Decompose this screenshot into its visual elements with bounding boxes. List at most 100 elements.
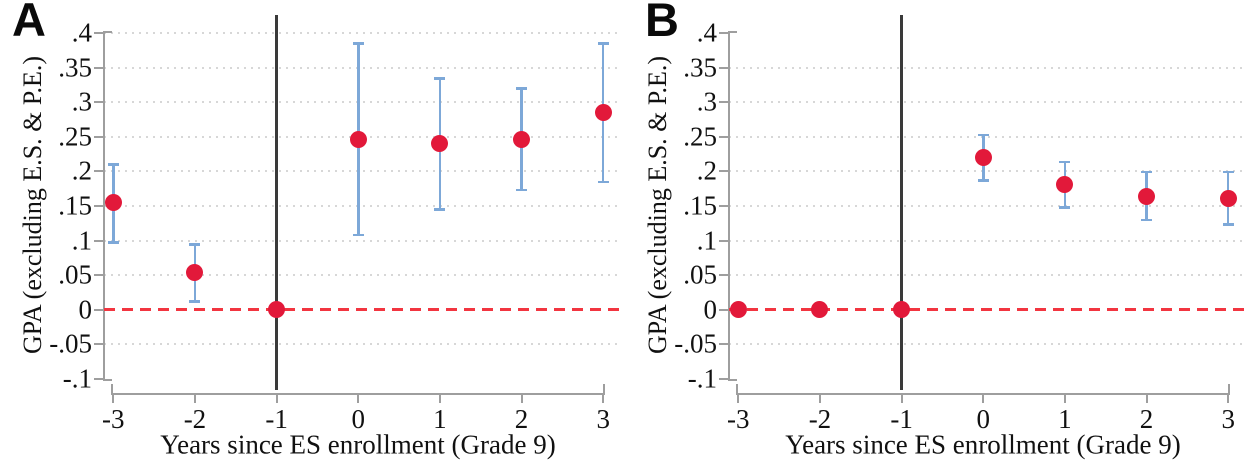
- panel-b: B GPA (excluding E.S. & P.E.) .4.35.3.25…: [625, 0, 1250, 467]
- panel-a: A GPA (excluding E.S. & P.E.) .4.35.3.25…: [12, 0, 622, 460]
- y-tick-label: .35: [683, 52, 717, 83]
- x-tick-label: -3: [727, 404, 750, 434]
- confidence-interval-cap-bottom: [516, 188, 528, 192]
- x-tick-label: 3: [596, 404, 610, 434]
- x-tick: [1145, 395, 1148, 403]
- gridline: [729, 135, 1247, 138]
- x-tick: [1063, 395, 1066, 403]
- y-tick-label: -.1: [62, 363, 92, 394]
- x-tick: [112, 395, 115, 403]
- y-tick-label: .15: [58, 190, 92, 221]
- plot-area: .4.35.3.25.2.15.1.05 0 -.05 -.1 -3 -2 -1 0 1 2 3: [625, 0, 1250, 467]
- confidence-interval-cap-bottom: [189, 299, 201, 303]
- y-tick: [94, 170, 103, 173]
- estimate-point: [1056, 176, 1074, 194]
- estimate-point: [431, 135, 449, 153]
- y-tick: [719, 239, 728, 242]
- estimate-point: [104, 194, 122, 212]
- y-tick: [719, 170, 728, 173]
- x-axis-title: Years since ES enrollment (Grade 9): [160, 429, 556, 460]
- x-tick-label: 3: [1221, 404, 1235, 434]
- plot-area: .4.35.3.25.2.15.1.05 0 -.05 -.1 -3 -2 -1 0 1 2 3: [49, 15, 622, 434]
- confidence-interval-cap-top: [107, 163, 119, 166]
- y-tick: [719, 377, 728, 380]
- y-tick: [719, 32, 728, 35]
- confidence-interval-cap-bottom: [977, 179, 989, 182]
- x-tick-label: 2: [514, 404, 529, 434]
- x-tick: [602, 395, 605, 403]
- y-tick-label: .25: [58, 121, 92, 152]
- x-axis-line: [736, 393, 1231, 395]
- confidence-interval-cap-top: [189, 243, 201, 246]
- y-tick-label: .05: [683, 259, 717, 290]
- y-axis-line: [103, 31, 105, 381]
- confidence-interval-cap-bottom: [1059, 206, 1071, 209]
- y-tick: [719, 274, 728, 277]
- enrollment-event-line: [275, 15, 278, 390]
- estimate-point: [1219, 189, 1237, 207]
- x-axis-end-cap: [736, 384, 739, 393]
- y-tick: [94, 101, 103, 104]
- confidence-interval-cap-top: [516, 87, 528, 90]
- x-axis-end-cap: [1228, 384, 1231, 393]
- gridline: [729, 101, 1247, 104]
- x-tick-label: 2: [1139, 404, 1154, 434]
- y-tick-label: .4: [696, 17, 717, 48]
- y-tick-label: -.1: [687, 363, 717, 394]
- gridline: [104, 66, 622, 69]
- x-tick: [982, 395, 985, 403]
- y-axis-line: [728, 31, 730, 381]
- x-tick-label: 0: [976, 404, 991, 434]
- gridline: [104, 343, 622, 346]
- x-tick-label: 0: [351, 404, 366, 434]
- x-tick-label: -2: [183, 404, 207, 434]
- confidence-interval-cap-bottom: [107, 241, 119, 244]
- estimate-point: [974, 149, 992, 167]
- x-tick-label: -1: [890, 404, 913, 434]
- x-tick: [737, 395, 740, 403]
- y-tick-label: .25: [683, 121, 717, 152]
- y-tick: [719, 308, 728, 311]
- y-axis-end-cap: [103, 31, 112, 34]
- y-tick-label: .1: [696, 225, 717, 256]
- zero-reference-line: [729, 308, 1247, 312]
- x-axis-title: Years since ES enrollment (Grade 9): [785, 429, 1181, 460]
- estimate-point: [268, 301, 286, 319]
- zero-reference-line: [104, 308, 622, 312]
- gridline: [729, 170, 1247, 173]
- estimate-point: [1138, 187, 1156, 205]
- confidence-interval-cap-bottom: [1222, 223, 1234, 226]
- y-tick: [94, 308, 103, 311]
- confidence-interval-cap-bottom: [352, 233, 364, 237]
- x-tick: [1227, 395, 1230, 403]
- estimate-point: [513, 130, 531, 148]
- estimate-point: [811, 301, 829, 319]
- estimate-point: [186, 264, 204, 282]
- y-tick: [719, 343, 728, 346]
- estimate-point: [349, 130, 367, 148]
- gridline: [729, 66, 1247, 69]
- y-tick: [719, 135, 728, 138]
- x-tick: [275, 395, 278, 403]
- estimate-point: [594, 104, 612, 122]
- gridline: [729, 343, 1247, 346]
- y-tick: [719, 101, 728, 104]
- confidence-interval-cap-bottom: [1141, 218, 1153, 222]
- y-tick-label: .2: [71, 155, 92, 186]
- y-tick: [94, 66, 103, 69]
- confidence-interval-cap-bottom: [434, 208, 446, 211]
- y-axis-end-cap: [728, 378, 737, 381]
- confidence-interval-cap-top: [352, 42, 364, 46]
- gridline: [729, 239, 1247, 242]
- y-tick-label: .4: [71, 17, 92, 48]
- gridline: [104, 205, 622, 207]
- estimate-point: [729, 301, 747, 319]
- y-tick-label: .1: [71, 225, 92, 256]
- y-tick: [719, 205, 728, 207]
- y-tick-label: -.05: [49, 328, 92, 359]
- y-tick: [94, 32, 103, 35]
- y-tick-label: .05: [58, 259, 92, 290]
- panel-a-label: A: [12, 0, 46, 46]
- gridline: [104, 274, 622, 277]
